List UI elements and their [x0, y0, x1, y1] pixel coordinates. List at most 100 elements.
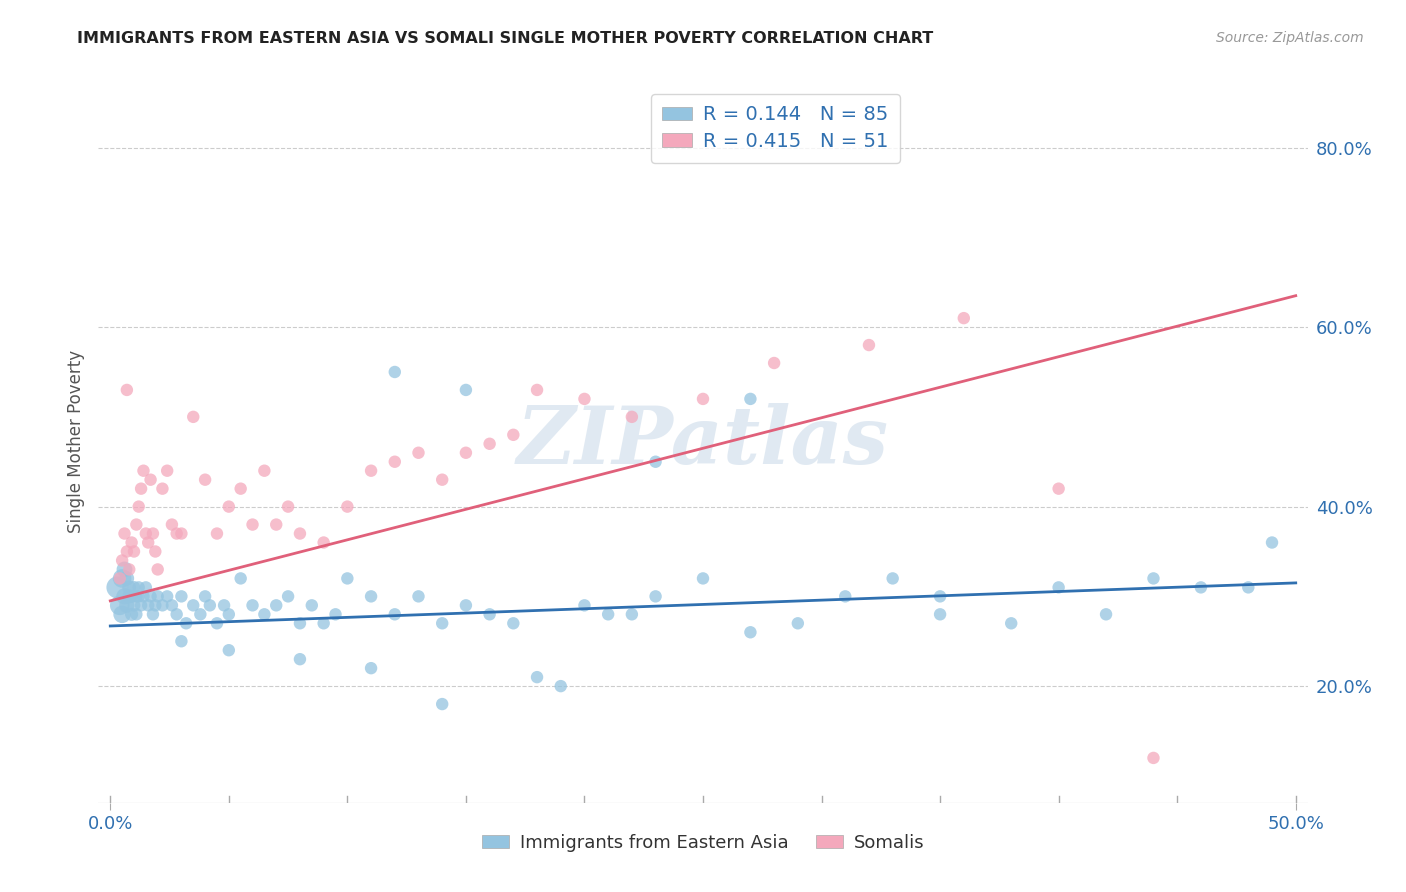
Point [325, 607, 347, 622]
Point [118, 562, 141, 576]
Point [432, 697, 454, 711]
Point [212, 599, 235, 613]
Point [111, 553, 134, 567]
Point [478, 607, 501, 622]
Point [1047, 482, 1070, 496]
Point [136, 535, 159, 549]
Point [360, 464, 382, 478]
Point [198, 599, 221, 613]
Point [253, 607, 276, 622]
Point [408, 590, 430, 604]
Point [384, 365, 406, 379]
Point [121, 535, 143, 549]
Point [136, 599, 159, 613]
Point [288, 526, 311, 541]
Y-axis label: Single Mother Poverty: Single Mother Poverty [66, 350, 84, 533]
Point [740, 625, 762, 640]
Point [264, 517, 287, 532]
Point [1095, 607, 1118, 622]
Point [692, 392, 714, 406]
Point [218, 500, 240, 514]
Point [146, 590, 169, 604]
Point [882, 571, 904, 585]
Point [929, 607, 952, 622]
Point [1189, 581, 1212, 595]
Point [205, 526, 228, 541]
Point [432, 473, 454, 487]
Point [132, 464, 155, 478]
Point [135, 581, 157, 595]
Point [526, 383, 548, 397]
Point [121, 590, 143, 604]
Point [105, 581, 128, 595]
Point [125, 517, 148, 532]
Point [122, 599, 145, 613]
Point [692, 571, 714, 585]
Point [574, 599, 596, 613]
Point [111, 571, 134, 585]
Point [763, 356, 786, 370]
Point [1237, 581, 1260, 595]
Point [129, 482, 152, 496]
Point [454, 446, 477, 460]
Point [360, 661, 382, 675]
Point [125, 590, 148, 604]
Point [142, 526, 165, 541]
Point [108, 599, 131, 613]
Point [253, 464, 276, 478]
Point [834, 590, 856, 604]
Point [115, 599, 138, 613]
Point [502, 427, 524, 442]
Point [229, 571, 252, 585]
Point [478, 437, 501, 451]
Point [166, 607, 188, 622]
Point [118, 581, 141, 595]
Point [160, 517, 183, 532]
Text: Source: ZipAtlas.com: Source: ZipAtlas.com [1216, 31, 1364, 45]
Point [1142, 751, 1164, 765]
Point [550, 679, 572, 693]
Point [229, 482, 252, 496]
Point [502, 616, 524, 631]
Point [170, 590, 193, 604]
Point [740, 392, 762, 406]
Point [574, 392, 596, 406]
Point [152, 482, 174, 496]
Point [644, 590, 666, 604]
Point [786, 616, 808, 631]
Point [190, 607, 212, 622]
Point [156, 590, 179, 604]
Point [288, 652, 311, 666]
Point [115, 571, 138, 585]
Point [128, 590, 150, 604]
Point [181, 599, 204, 613]
Point [174, 616, 197, 631]
Point [143, 544, 166, 558]
Point [384, 607, 406, 622]
Point [114, 562, 136, 576]
Point [277, 500, 299, 514]
Point [598, 607, 620, 622]
Point [125, 607, 148, 622]
Point [360, 590, 382, 604]
Point [288, 616, 311, 631]
Point [336, 571, 359, 585]
Point [114, 526, 136, 541]
Point [620, 607, 643, 622]
Point [526, 670, 548, 684]
Point [122, 581, 145, 595]
Point [301, 599, 323, 613]
Point [135, 526, 157, 541]
Point [118, 590, 141, 604]
Point [952, 311, 974, 326]
Point [128, 581, 150, 595]
Point [181, 409, 204, 424]
Point [242, 517, 264, 532]
Point [194, 590, 217, 604]
Point [312, 535, 335, 549]
Point [454, 599, 477, 613]
Point [312, 616, 335, 631]
Point [277, 590, 299, 604]
Point [121, 607, 143, 622]
Point [264, 599, 287, 613]
